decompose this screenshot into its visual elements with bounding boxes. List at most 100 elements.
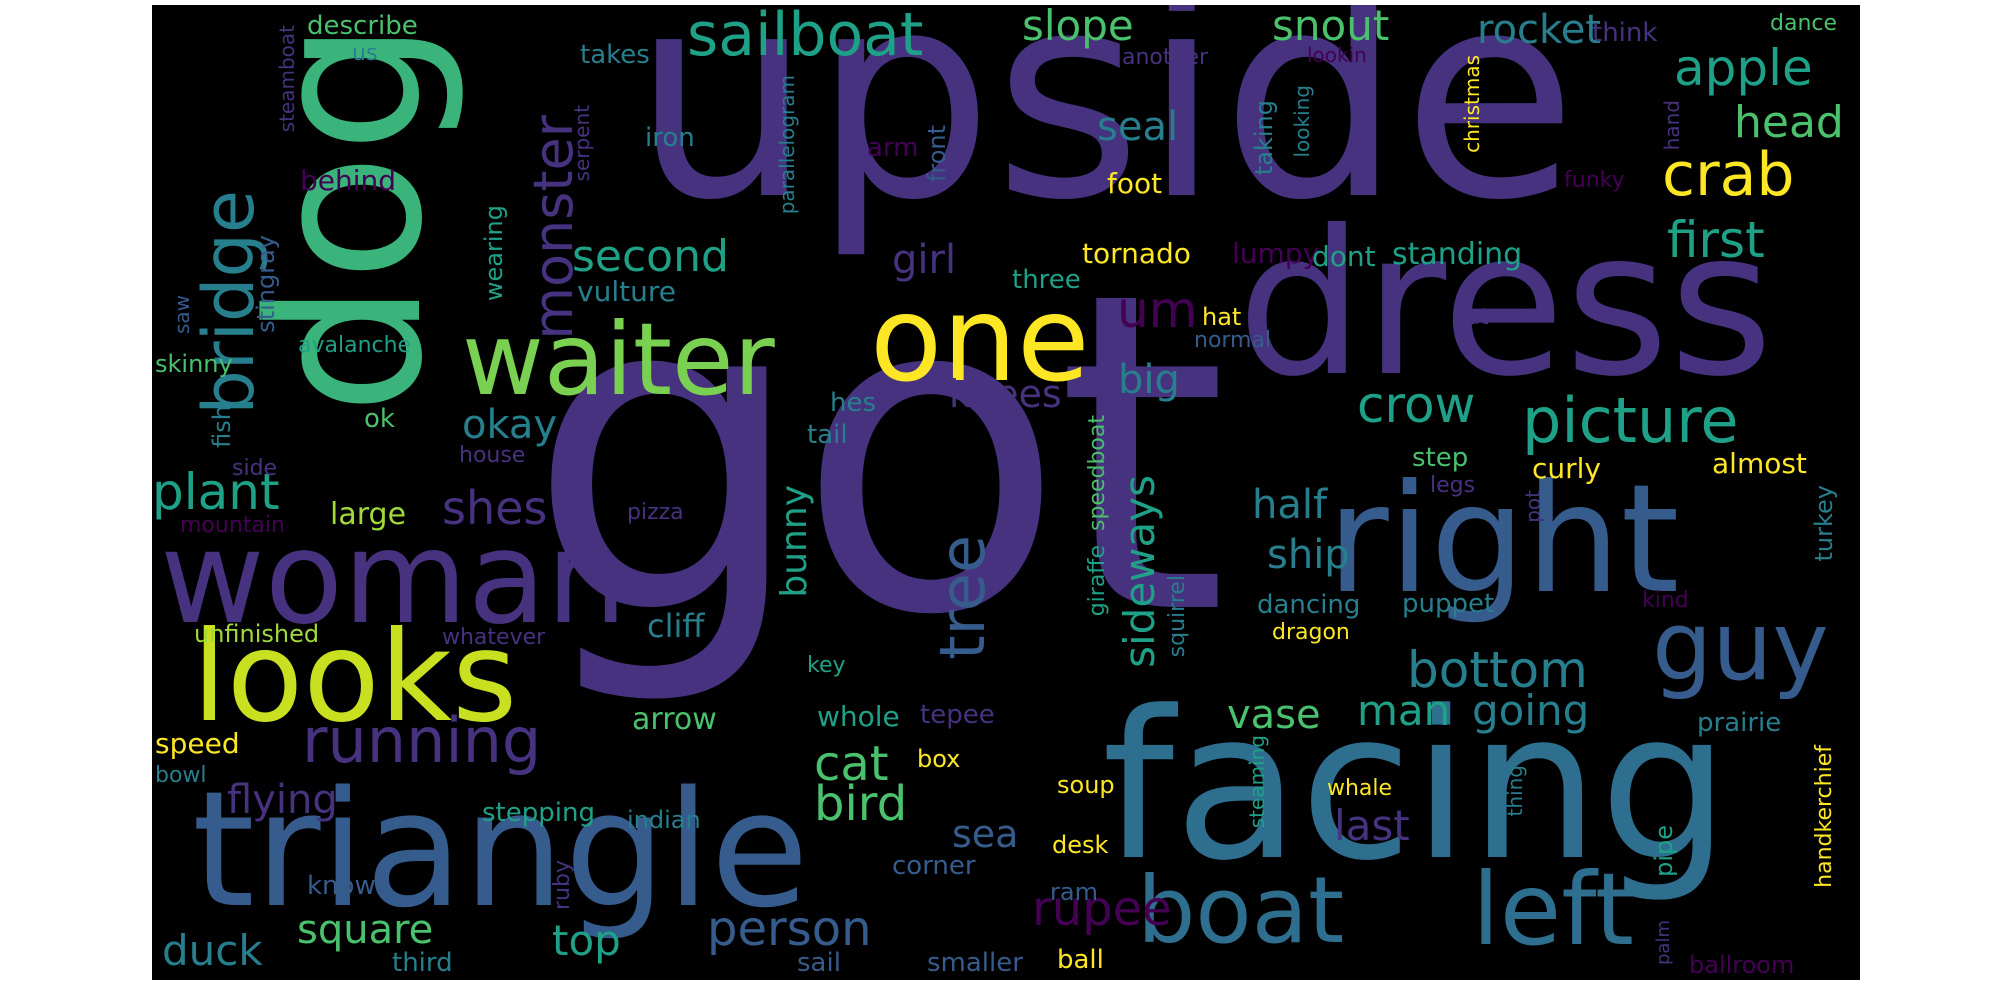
word-sea: sea	[952, 812, 1019, 856]
word-squirrel: squirrel	[1165, 575, 1190, 658]
word-bowl: bowl	[155, 763, 207, 788]
word-okay: okay	[462, 402, 558, 448]
word-tepee: tepee	[920, 700, 995, 730]
word-vase: vase	[1227, 692, 1321, 738]
word-bird: bird	[814, 776, 908, 832]
word-giraffe: giraffe	[1085, 545, 1110, 617]
word-crow: crow	[1357, 376, 1476, 434]
word-cut: cut	[1454, 305, 1489, 330]
word-dress: dress	[1237, 188, 1774, 421]
word-soup: soup	[1057, 771, 1115, 799]
word-upside: upside	[632, 5, 1578, 263]
word-christmas: christmas	[1460, 55, 1484, 153]
word-speed: speed	[155, 727, 240, 760]
word-man: man	[1357, 686, 1451, 735]
word-tail: tail	[807, 420, 848, 450]
word-stepping: stepping	[482, 798, 595, 828]
word-whale: whale	[1327, 776, 1393, 801]
word-cliff: cliff	[647, 607, 705, 645]
word-unfinished: unfinished	[194, 620, 320, 648]
word-arrow: arrow	[632, 702, 717, 737]
word-first: first	[1667, 211, 1765, 269]
word-apple: apple	[1674, 39, 1813, 97]
word-thing: thing	[1503, 765, 1527, 817]
word-three: three	[1012, 265, 1081, 295]
word-key: key	[807, 653, 846, 678]
word-running: running	[302, 704, 542, 777]
word-indian: indian	[627, 806, 701, 834]
word-sailboat: sailboat	[687, 5, 924, 70]
word-behind: behind	[300, 164, 397, 197]
word-big: big	[1118, 357, 1180, 403]
word-handkerchief: handkerchief	[1812, 745, 1837, 888]
word-rupee: rupee	[1032, 881, 1172, 937]
word-sail: sail	[797, 948, 841, 978]
word-person: person	[707, 901, 872, 957]
word-large: large	[330, 497, 407, 532]
word-boat: boat	[1137, 857, 1345, 964]
word-um: um	[1117, 281, 1198, 339]
word-lumpy: lumpy	[1232, 237, 1320, 270]
word-second: second	[572, 231, 729, 282]
word-right: right	[1327, 453, 1680, 627]
word-third: third	[392, 948, 453, 978]
word-guy: guy	[1652, 592, 1829, 702]
word-shes: shes	[442, 481, 548, 535]
word-hat: hat	[1202, 303, 1242, 331]
word-facing: facing	[1102, 668, 1730, 906]
word-know: know	[307, 871, 376, 901]
word-turkey: turkey	[1810, 485, 1838, 562]
word-pizza: pizza	[627, 500, 684, 525]
word-sideways: sideways	[1115, 475, 1164, 668]
word-got: got	[527, 199, 1228, 711]
word-half: half	[1252, 482, 1328, 528]
word-going: going	[1472, 686, 1590, 735]
word-tornado: tornado	[1082, 237, 1191, 270]
word-kind: kind	[1642, 588, 1689, 613]
word-almost: almost	[1712, 447, 1807, 480]
word-ram: ram	[1050, 878, 1098, 906]
word-pot: pot	[1521, 490, 1545, 523]
word-mountain: mountain	[180, 513, 285, 538]
word-taking: taking	[1250, 100, 1278, 176]
word-think: think	[1592, 18, 1658, 48]
word-duck: duck	[162, 926, 263, 975]
word-snout: snout	[1272, 5, 1390, 50]
word-pipe: pipe	[1650, 825, 1678, 877]
word-takes: takes	[580, 40, 650, 70]
word-steaming: steaming	[1245, 735, 1269, 829]
word-hand: hand	[1660, 100, 1684, 151]
word-triangle: triangle	[192, 756, 809, 943]
word-cloud-canvas: got upside dress facing triangle dog wom…	[152, 5, 1860, 980]
word-skinny: skinny	[155, 350, 233, 378]
word-rocket: rocket	[1477, 7, 1602, 53]
word-woman: woman	[160, 504, 628, 653]
word-dance: dance	[1770, 11, 1838, 36]
word-step: step	[1412, 443, 1469, 473]
word-crab: crab	[1662, 140, 1795, 210]
word-vulture: vulture	[577, 275, 676, 308]
word-whole: whole	[817, 700, 900, 733]
word-fish: fish	[208, 405, 236, 448]
word-last: last	[1334, 801, 1410, 850]
word-looks: looks	[192, 605, 518, 750]
word-dont: dont	[1312, 240, 1376, 273]
word-ok: ok	[364, 404, 395, 434]
word-house: house	[459, 443, 526, 468]
word-speedboat: speedboat	[1085, 415, 1110, 531]
word-us: us	[352, 41, 378, 66]
word-seal: seal	[1097, 104, 1179, 150]
word-steamboat: steamboat	[275, 25, 299, 133]
word-palm: palm	[1653, 920, 1674, 965]
word-hes: hes	[830, 388, 877, 418]
word-puppet: puppet	[1402, 589, 1495, 619]
word-saw: saw	[170, 295, 194, 335]
word-slope: slope	[1022, 5, 1134, 50]
word-funky: funky	[1564, 168, 1625, 193]
word-desk: desk	[1052, 831, 1109, 859]
word-cat: cat	[814, 736, 889, 792]
word-another: another	[1122, 45, 1209, 70]
word-head: head	[1734, 97, 1844, 148]
word-stingray: stingray	[252, 235, 280, 333]
word-ballroom: ballroom	[1689, 951, 1795, 979]
